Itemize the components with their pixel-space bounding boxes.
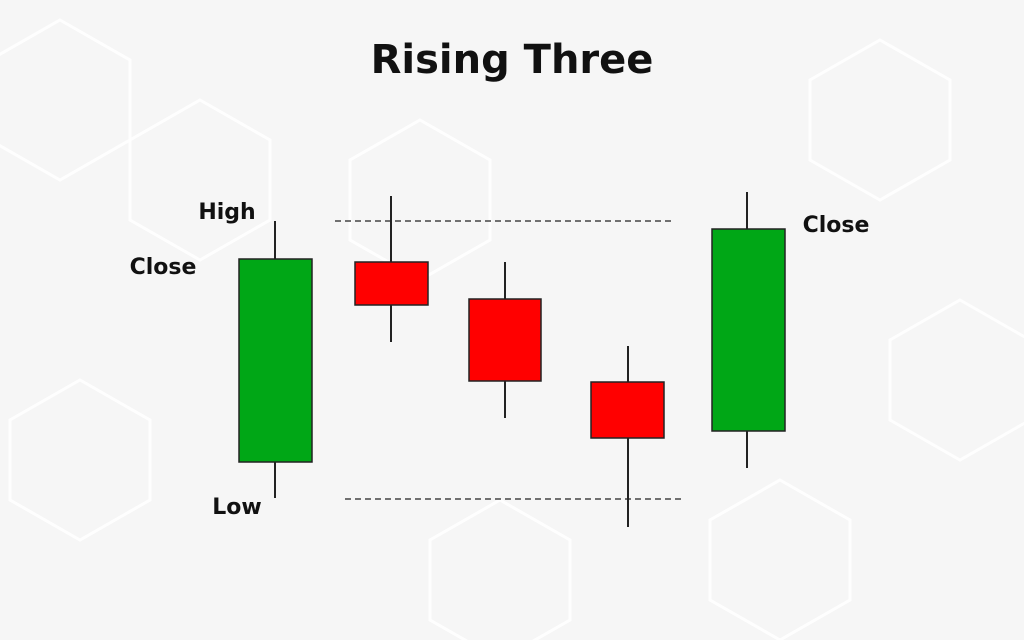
- hex-pattern: [0, 18, 1024, 640]
- label-close: Close: [130, 255, 197, 280]
- candle: [238, 221, 313, 498]
- candle: [354, 196, 429, 342]
- candle: [590, 346, 665, 527]
- label-low: Low: [212, 495, 261, 520]
- label-high: High: [198, 200, 255, 225]
- label-close: Close: [803, 213, 870, 238]
- title: Rising Three: [371, 37, 654, 83]
- candle: [468, 262, 542, 418]
- candle: [711, 192, 786, 468]
